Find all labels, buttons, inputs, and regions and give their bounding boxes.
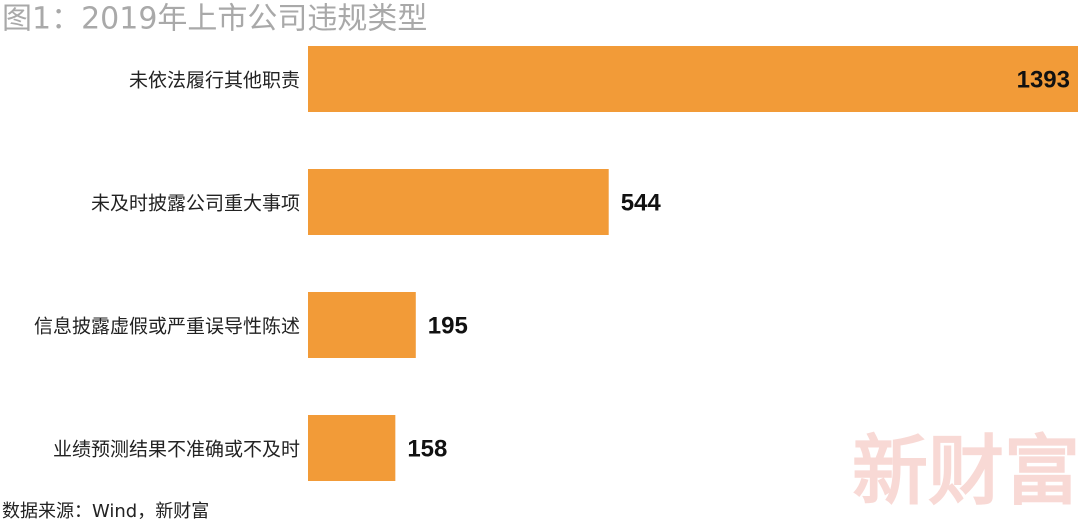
watermark: 新财富 [852, 430, 1080, 514]
chart-title: 图1：2019年上市公司违规类型 [2, 2, 427, 37]
bar [308, 292, 416, 358]
y-tick-label: 业绩预测结果不准确或不及时 [53, 439, 300, 461]
bar [308, 169, 609, 235]
bar [308, 415, 396, 481]
value-label: 544 [621, 189, 662, 216]
y-tick-label: 信息披露虚假或严重误导性陈述 [34, 316, 300, 338]
value-label: 195 [428, 312, 468, 339]
source-note: 数据来源：Wind，新财富 [2, 501, 209, 522]
y-tick-label: 未及时披露公司重大事项 [91, 193, 300, 215]
value-label: 158 [407, 435, 447, 462]
value-label: 1393 [1017, 66, 1070, 93]
y-tick-label: 未依法履行其他职责 [129, 70, 300, 92]
bar [308, 46, 1078, 112]
